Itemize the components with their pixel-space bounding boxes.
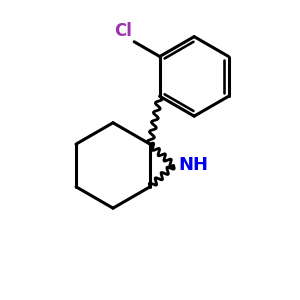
Text: NH: NH (179, 157, 209, 175)
Text: Cl: Cl (114, 22, 132, 40)
